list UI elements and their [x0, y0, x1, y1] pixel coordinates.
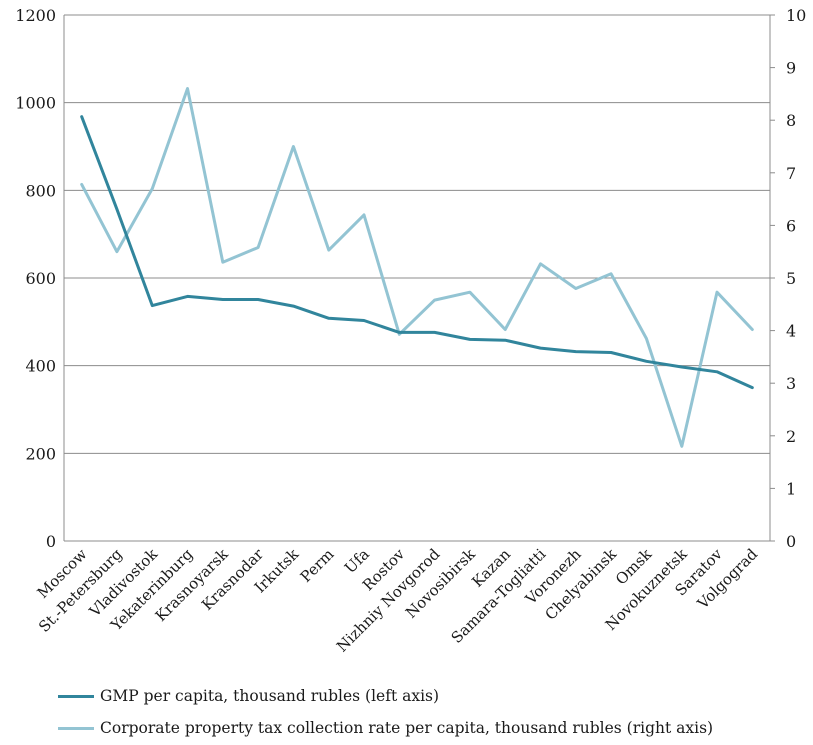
right-tick-label: 0	[786, 532, 796, 551]
left-axis-ticks: 0 200 400 600 800 1000 1200	[15, 6, 56, 551]
series-line-tax	[80, 87, 754, 448]
legend-label-gmp: GMP per capita, thousand rubles (left ax…	[100, 687, 440, 705]
left-tick-label: 1200	[15, 6, 56, 25]
legend-item-gmp: GMP per capita, thousand rubles (left ax…	[58, 680, 713, 712]
x-axis-categories: MoscowSt.-PetersburgVladivostokYekaterin…	[34, 544, 762, 655]
right-tick-label: 9	[786, 59, 796, 78]
legend-swatch-gmp	[58, 694, 94, 698]
gridlines	[64, 14, 770, 454]
series-line-gmp	[80, 115, 754, 390]
legend: GMP per capita, thousand rubles (left ax…	[58, 680, 713, 744]
left-tick-label: 1000	[15, 94, 56, 113]
series-lines	[80, 87, 754, 448]
right-tick-label: 6	[786, 216, 796, 235]
right-axis-ticks: 0 1 2 3 4 5 6 7 8 9 10	[770, 6, 806, 551]
right-tick-label: 4	[786, 322, 796, 341]
legend-label-tax: Corporate property tax collection rate p…	[100, 719, 714, 737]
left-tick-label: 400	[25, 357, 56, 376]
category-label: Perm	[297, 545, 338, 586]
left-tick-label: 800	[25, 181, 56, 200]
right-tick-label: 8	[786, 111, 796, 130]
right-tick-label: 1	[786, 479, 796, 498]
left-tick-label: 0	[46, 532, 56, 551]
legend-item-tax: Corporate property tax collection rate p…	[58, 712, 713, 744]
right-tick-label: 5	[786, 269, 796, 288]
left-tick-label: 200	[25, 444, 56, 463]
right-tick-label: 2	[786, 427, 796, 446]
right-tick-label: 7	[786, 164, 796, 183]
left-tick-label: 600	[25, 269, 56, 288]
right-tick-label: 10	[786, 6, 806, 25]
line-chart: 0 200 400 600 800 1000 1200 0 1 2 3 4 5 6 7 8 9 10 Mosco…	[15, 6, 806, 656]
legend-swatch-tax	[58, 726, 94, 730]
right-tick-label: 3	[786, 374, 796, 393]
